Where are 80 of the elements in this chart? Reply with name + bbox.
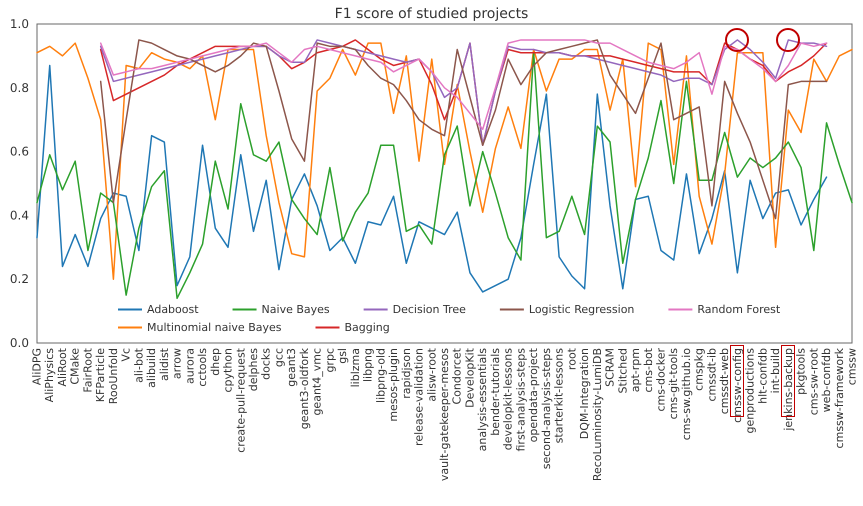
x-tick-label: cms-sw.github.io	[680, 348, 693, 440]
x-tick-label: gcc	[272, 348, 286, 368]
x-tick-label: developkit-lessons	[502, 348, 515, 450]
x-tick-label: Condorcet	[450, 347, 464, 405]
x-tick-label: CMake	[68, 348, 82, 385]
legend-label: Adaboost	[147, 303, 200, 316]
legend-label: Multinomial naive Bayes	[147, 321, 282, 334]
y-tick-label: 1.0	[10, 17, 29, 31]
x-tick-label: hlt-confdb	[756, 348, 770, 404]
y-tick-label: 0.8	[10, 80, 29, 95]
x-tick-label: ali-bot	[132, 347, 146, 383]
x-tick-label: FairRoot	[81, 347, 94, 393]
x-tick-label: alisw-root	[425, 347, 438, 402]
x-tick-label: AliDPG	[30, 348, 44, 386]
x-tick-label: dhep	[208, 348, 222, 376]
legend-label: Decision Tree	[392, 303, 466, 316]
x-tick-label: first-analysis-steps	[514, 348, 528, 452]
y-tick-label: 0.0	[10, 336, 29, 350]
legend-label: Logistic Regression	[528, 303, 634, 316]
x-tick-label: cmssdt-ib	[705, 348, 718, 402]
x-tick-label: pkgtools	[794, 348, 808, 395]
x-tick-label: opendata-project	[527, 347, 540, 442]
y-tick-label: 0.2	[10, 272, 29, 286]
x-tick-label: Vc	[120, 348, 133, 362]
legend-label: Naive Bayes	[262, 303, 330, 316]
x-tick-label: AliRoot	[56, 347, 69, 387]
x-tick-label: cmspkg	[692, 348, 706, 391]
x-tick-label: root	[565, 347, 578, 370]
x-tick-label: alibuild	[145, 348, 158, 388]
x-tick-label: docks	[260, 348, 273, 380]
legend-label: Bagging	[344, 321, 390, 334]
x-tick-label: delphes	[246, 348, 260, 392]
x-tick-label: Stitched	[616, 348, 630, 394]
x-tick-label: geant4_vmc	[310, 348, 324, 416]
x-tick-label: jenkins-backup	[782, 348, 795, 432]
x-tick-label: SCRAM	[604, 348, 617, 387]
y-tick-label: 0.6	[10, 144, 29, 159]
x-tick-label: cms-docker	[654, 348, 668, 412]
y-tick-label: 0.4	[10, 208, 29, 222]
x-tick-label: bender-tutorials	[488, 348, 502, 436]
x-tick-label: vault-gatekeeper-mesos	[438, 348, 451, 482]
x-tick-label: DQM-Integration	[578, 348, 592, 440]
x-tick-label: gsl	[336, 348, 350, 364]
x-tick-label: libpng-old	[374, 348, 388, 403]
x-tick-label: arrow	[170, 348, 184, 380]
x-tick-label: liblzma	[348, 348, 362, 388]
x-tick-label: mesos-plugin	[387, 348, 400, 422]
x-tick-label: int-build	[769, 348, 782, 394]
x-tick-label: cctools	[196, 348, 210, 387]
x-tick-label: web-confdb	[820, 348, 834, 412]
x-tick-label: libpng	[362, 348, 375, 382]
x-tick-label: cmssw-config	[730, 348, 744, 423]
x-tick-label: release-validation	[412, 348, 426, 446]
x-tick-label: RecoLuminosity-LumiDB	[590, 348, 604, 482]
x-tick-label: AliPhysics	[43, 348, 56, 402]
x-tick-label: geant3	[285, 348, 298, 387]
x-tick-label: genproductions	[744, 348, 757, 434]
x-tick-label: KFParticle	[94, 348, 108, 402]
x-tick-label: apt-rpm	[629, 348, 642, 392]
x-tick-label: cms-bot	[642, 347, 655, 392]
x-tick-label: analysis-essentials	[476, 348, 490, 452]
x-tick-label: cpython	[222, 348, 235, 393]
x-tick-label: geant3-oldfork	[298, 347, 311, 430]
line-series	[100, 39, 828, 220]
x-tick-label: starterkit-lessons	[552, 348, 566, 444]
x-tick-label: cmssw	[846, 348, 858, 386]
x-tick-label: cmssdt-web	[718, 348, 732, 414]
x-tick-label: cms-sw-root	[807, 347, 820, 416]
x-tick-label: second-analysis-steps	[540, 348, 553, 470]
x-tick-label: aurora	[183, 348, 196, 384]
x-tick-label: cms-git-tools	[667, 348, 680, 420]
x-tick-label: alidist	[158, 347, 171, 381]
x-tick-label: DevelopKit	[463, 347, 476, 408]
x-tick-label: rapidjson	[400, 348, 413, 399]
x-tick-label: cmssw-framework	[832, 347, 846, 448]
chart-title: F1 score of studied projects	[334, 6, 528, 22]
legend-label: Random Forest	[697, 303, 781, 316]
x-tick-label: RooUnfold	[106, 348, 120, 404]
x-tick-label: create-pull-request	[234, 347, 248, 453]
x-tick-label: grpc	[323, 348, 336, 373]
